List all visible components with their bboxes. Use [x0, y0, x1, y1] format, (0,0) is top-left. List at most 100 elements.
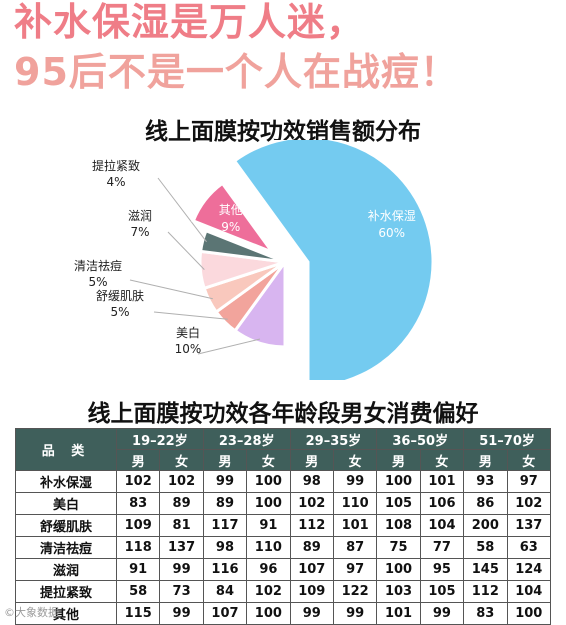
table-cell-value: 81 [159, 514, 204, 537]
table-cell-value: 112 [463, 580, 508, 603]
table-cell-value: 100 [376, 470, 421, 493]
table-cell-value: 102 [115, 470, 161, 493]
table-cell-value: 98 [202, 536, 248, 559]
table-cell-value: 93 [463, 470, 508, 493]
table-cell-value: 96 [246, 558, 291, 581]
table-cell-value: 97 [332, 558, 378, 581]
table-cell-value: 101 [419, 470, 465, 493]
table-cell-value: 124 [506, 558, 552, 581]
watermark: ©大象数据 [4, 606, 59, 619]
table-cell-value: 137 [506, 514, 552, 537]
row-category-label: 提拉紧致 [15, 580, 117, 603]
table-cell-value: 89 [202, 492, 248, 515]
pie-leader-line-3 [153, 311, 228, 320]
category-header: 品 类 [15, 428, 117, 471]
table-cell-value: 116 [202, 558, 248, 581]
table-cell-value: 89 [289, 536, 334, 559]
table-cell-value: 99 [332, 470, 378, 493]
pie-leader-line-2 [197, 338, 261, 355]
table-cell-value: 110 [332, 492, 378, 515]
preference-table: 品 类 19–22岁 23–28岁 29–35岁 36–50岁 51–70岁 男女男女男… [15, 428, 552, 625]
table-cell-value: 63 [506, 536, 552, 559]
table-cell-value: 104 [419, 514, 465, 537]
pie-slice-7 [191, 181, 277, 256]
table-cell-value: 77 [419, 536, 465, 559]
table-row: 补水保湿 102 102 99 100 98 99 100 101 93 97 [15, 470, 552, 493]
pie-slice-label-2: 美白 [176, 325, 200, 340]
table-cell-value: 99 [419, 602, 465, 625]
table-cell-value: 115 [115, 602, 161, 625]
table-cell-value: 91 [115, 558, 161, 581]
gender-header: 女 [332, 449, 378, 471]
table-cell-value: 122 [332, 580, 378, 603]
row-category-label: 补水保湿 [15, 470, 117, 493]
table-cell-value: 89 [159, 492, 204, 515]
pie-slice-value-5: 7% [130, 225, 149, 239]
age-group-header-4: 36–50岁 [376, 428, 465, 450]
table-cell-value: 104 [506, 580, 552, 603]
pie-slice-value-2: 10% [175, 342, 202, 356]
pie-slice-value-7: 9% [221, 220, 240, 234]
age-group-header-2: 23–28岁 [202, 428, 291, 450]
table-cell-value: 102 [246, 580, 291, 603]
table-cell-value: 109 [289, 580, 334, 603]
row-category-label: 滋润 [15, 558, 117, 581]
pie-slice-value-4: 5% [88, 275, 107, 289]
age-group-header-3: 29–35岁 [289, 428, 378, 450]
age-group-header-1: 19–22岁 [116, 428, 204, 450]
age-group-header-5: 51–70岁 [463, 428, 551, 450]
table-cell-value: 101 [376, 602, 421, 625]
table-cell-value: 83 [115, 492, 161, 515]
table-cell-value: 109 [115, 514, 161, 537]
row-category-label: 清洁祛痘 [15, 536, 117, 559]
gender-header: 女 [159, 449, 204, 471]
table-cell-value: 84 [202, 580, 248, 603]
table-cell-value: 100 [506, 602, 552, 625]
table-cell-value: 118 [115, 536, 161, 559]
table-cell-value: 83 [463, 602, 508, 625]
table-cell-value: 105 [419, 580, 465, 603]
table-cell-value: 105 [376, 492, 421, 515]
gender-header: 男 [115, 449, 161, 471]
pie-slice-value-1: 60% [378, 226, 405, 240]
row-category-label: 美白 [15, 492, 117, 515]
table-cell-value: 98 [289, 470, 334, 493]
table-row: 清洁祛痘 118 137 98 110 89 87 75 77 58 63 [15, 536, 552, 559]
table-cell-value: 100 [246, 470, 291, 493]
table-cell-value: 106 [419, 492, 465, 515]
table-cell-value: 86 [463, 492, 508, 515]
table-cell-value: 102 [289, 492, 334, 515]
table-title: 线上面膜按功效各年龄段男女消费偏好 [87, 401, 479, 427]
pie-slice-label-6: 提拉紧致 [92, 158, 140, 173]
row-category-label: 舒缓肌肤 [15, 514, 117, 537]
pie-leader-line-4 [129, 279, 213, 300]
table-cell-value: 102 [159, 470, 204, 493]
table-cell-value: 99 [159, 602, 204, 625]
table-cell-value: 99 [202, 470, 248, 493]
pie-slice-label-1: 补水保湿 [368, 208, 416, 223]
gender-header: 男 [376, 449, 421, 471]
pie-slice-label-4: 清洁祛痘 [74, 258, 122, 273]
table-cell-value: 107 [289, 558, 334, 581]
table-cell-value: 101 [332, 514, 378, 537]
gender-header: 男 [289, 449, 334, 471]
pie-slice-1 [232, 140, 435, 380]
table-row: 舒缓肌肤 109 81 117 91 112 101 108 104 200 137 [15, 514, 552, 537]
pie-slice-label-7: 其他 [219, 203, 243, 217]
table-cell-value: 99 [159, 558, 204, 581]
table-cell-value: 103 [376, 580, 421, 603]
pie-leader-line-5 [167, 231, 205, 270]
gender-header: 女 [506, 449, 552, 471]
pie-leader-line-6 [157, 177, 207, 243]
table-cell-value: 99 [289, 602, 334, 625]
table-cell-value: 100 [246, 602, 291, 625]
table-cell-value: 102 [506, 492, 552, 515]
table-cell-value: 97 [506, 470, 552, 493]
table-row: 其他 115 99 107 100 99 99 101 99 83 100 [15, 602, 552, 625]
table-cell-value: 58 [115, 580, 161, 603]
table-row: 美白 83 89 89 100 102 110 105 106 86 102 [15, 492, 552, 515]
pie-slice-label-5: 滋润 [128, 209, 152, 223]
table-cell-value: 107 [202, 602, 248, 625]
table-cell-value: 145 [463, 558, 508, 581]
pie-slice-value-6: 4% [106, 175, 125, 189]
